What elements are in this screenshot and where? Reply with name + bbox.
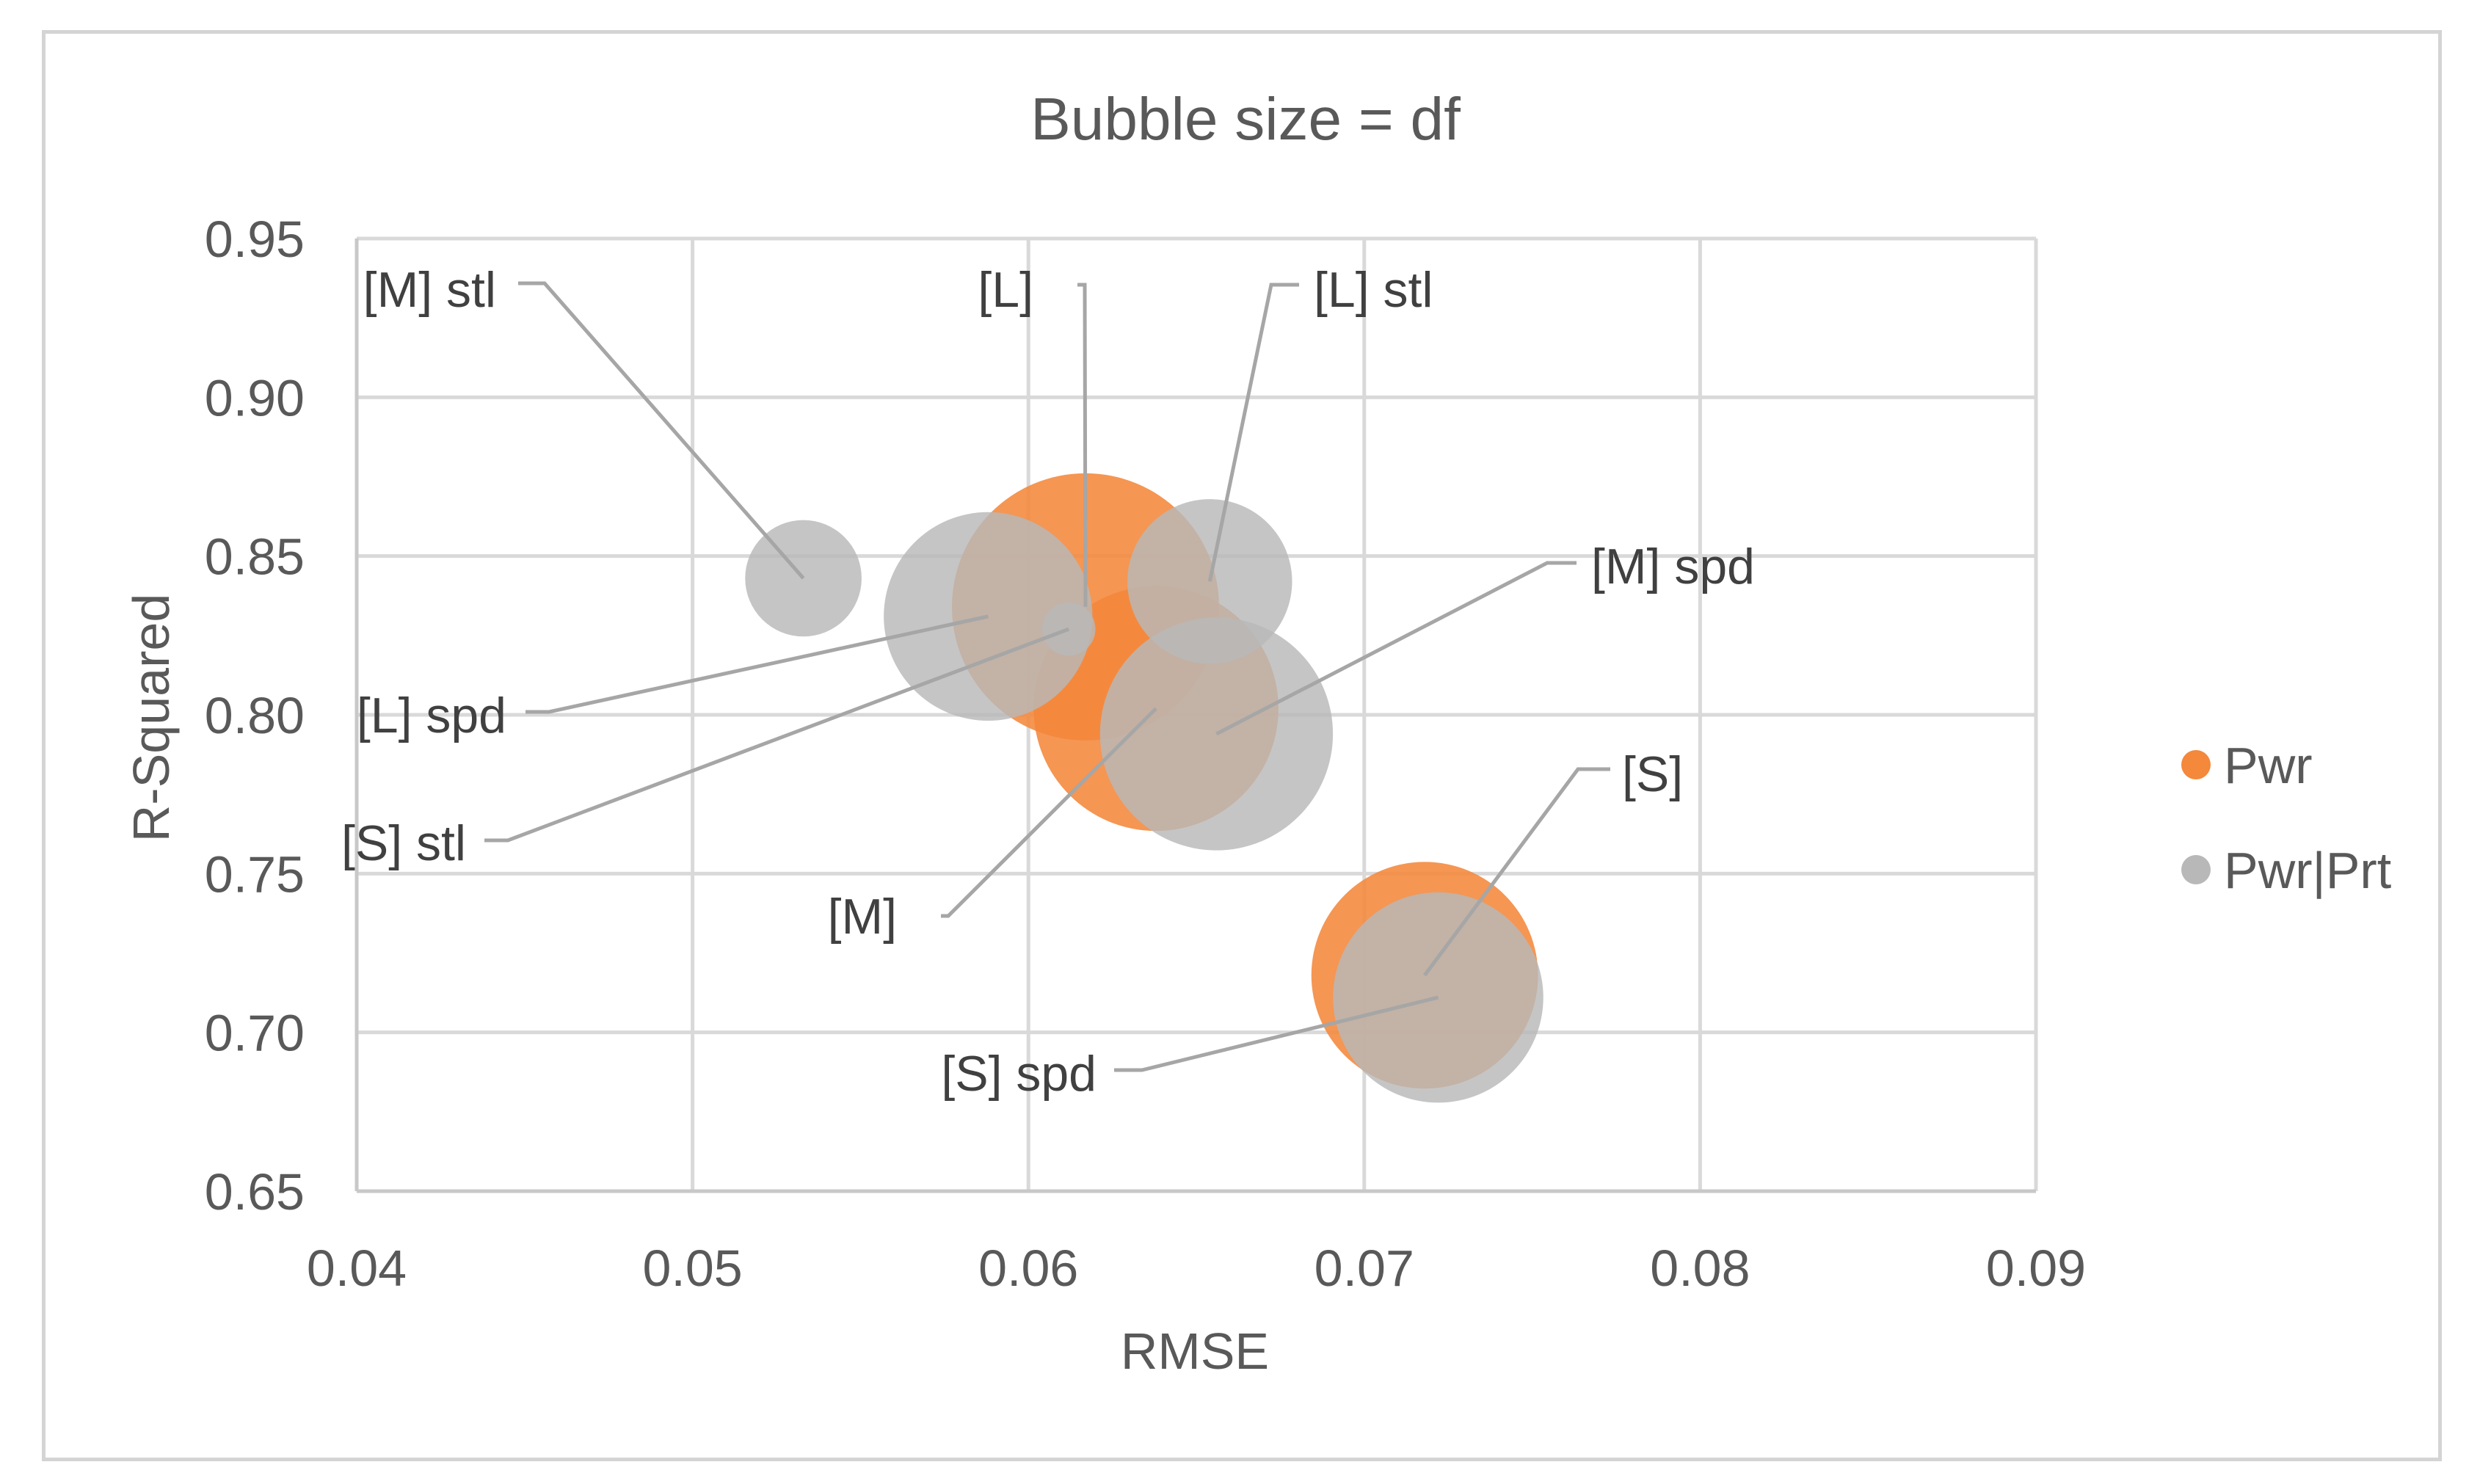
data-label: [M]: [828, 889, 897, 945]
y-tick-label: 0.70: [205, 1005, 305, 1062]
leader-line: [518, 281, 805, 580]
data-label: [M] spd: [1591, 539, 1755, 594]
x-tick-label: 0.07: [1314, 1240, 1414, 1297]
legend-marker: [2181, 750, 2211, 779]
x-tick-label: 0.06: [978, 1240, 1078, 1297]
data-label: [M] stl: [363, 262, 496, 318]
bubble: [1041, 602, 1096, 656]
bubble-labels: [L] [M] [S] [M] stl [L] spd [S] stl [L] stl [M]…: [341, 262, 1755, 1102]
leader-line: [1207, 283, 1299, 582]
y-tick-label: 0.75: [205, 845, 305, 903]
leader-line: [941, 707, 1157, 918]
x-axis-title: RMSE: [1121, 1323, 1269, 1380]
leader-line: [526, 614, 989, 714]
x-tick-label: 0.04: [307, 1240, 407, 1297]
data-label: [L] stl: [1314, 262, 1433, 318]
leader-line: [484, 627, 1069, 843]
data-label: [S] stl: [341, 815, 466, 871]
legend-label: Pwr|Prt: [2224, 842, 2391, 899]
y-tick-label: 0.65: [205, 1163, 305, 1221]
data-label: [S] spd: [941, 1046, 1097, 1102]
leader-line: [1215, 561, 1577, 736]
data-label: [S]: [1622, 746, 1683, 802]
y-tick-label: 0.80: [205, 687, 305, 744]
legend-label: Pwr: [2224, 737, 2313, 794]
bubbles: [745, 473, 1543, 1103]
y-tick-label: 0.90: [205, 369, 305, 426]
y-tick-label: 0.95: [205, 211, 305, 268]
x-tick-label: 0.05: [642, 1240, 742, 1297]
data-label: [L] spd: [357, 688, 506, 743]
x-tick-label: 0.09: [1986, 1240, 2086, 1297]
legend: Pwr Pwr|Prt: [2181, 737, 2391, 899]
legend-marker: [2181, 855, 2211, 884]
leader-line: [1114, 995, 1439, 1072]
chart-title: Bubble size = df: [1030, 86, 1461, 153]
data-label: [L]: [978, 262, 1033, 318]
axes: 0.65 0.70 0.75 0.80 0.85 0.90 0.95 0.04 0.05 0.06…: [205, 211, 2086, 1297]
leader-line: [1423, 767, 1610, 977]
leader-line: [1077, 283, 1088, 607]
x-tick-label: 0.08: [1650, 1240, 1750, 1297]
y-axis-title: R-Squared: [123, 594, 180, 843]
leader-lines: [484, 281, 1610, 1072]
y-tick-label: 0.85: [205, 528, 305, 586]
